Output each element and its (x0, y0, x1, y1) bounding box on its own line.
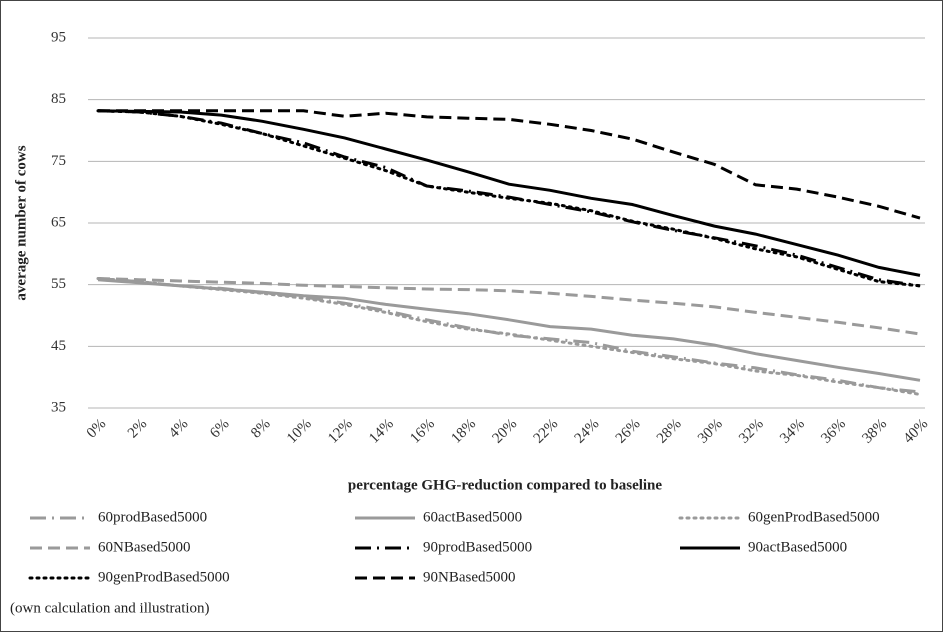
legend-label: 90NBased5000 (423, 569, 516, 585)
series-line (96, 109, 922, 288)
legend-label: 60genProdBased5000 (748, 509, 880, 525)
legend-label: 60actBased5000 (423, 509, 522, 525)
series-line (96, 277, 922, 396)
y-tick-label: 65 (51, 214, 66, 230)
legend-label: 90genProdBased5000 (98, 569, 230, 585)
legend-label: 60NBased5000 (98, 539, 191, 555)
source-note: (own calculation and illustration) (10, 600, 210, 616)
y-tick-label: 75 (51, 153, 66, 169)
legend-label: 90actBased5000 (748, 539, 847, 555)
y-tick-label: 55 (51, 276, 66, 292)
legend-label: 90prodBased5000 (423, 539, 532, 555)
series-line (97, 277, 921, 394)
y-tick-label: 85 (51, 91, 66, 107)
x-axis-label: percentage GHG-reduction compared to bas… (348, 477, 662, 493)
series-line (97, 278, 921, 382)
y-tick-label: 35 (51, 399, 66, 415)
y-axis-label: average number of cows (13, 145, 29, 300)
series-line (97, 109, 921, 277)
y-tick-label: 95 (51, 29, 66, 45)
legend-label: 60prodBased5000 (98, 509, 207, 525)
y-tick-label: 45 (51, 338, 66, 354)
series-line (98, 109, 921, 220)
series-line (97, 277, 921, 336)
